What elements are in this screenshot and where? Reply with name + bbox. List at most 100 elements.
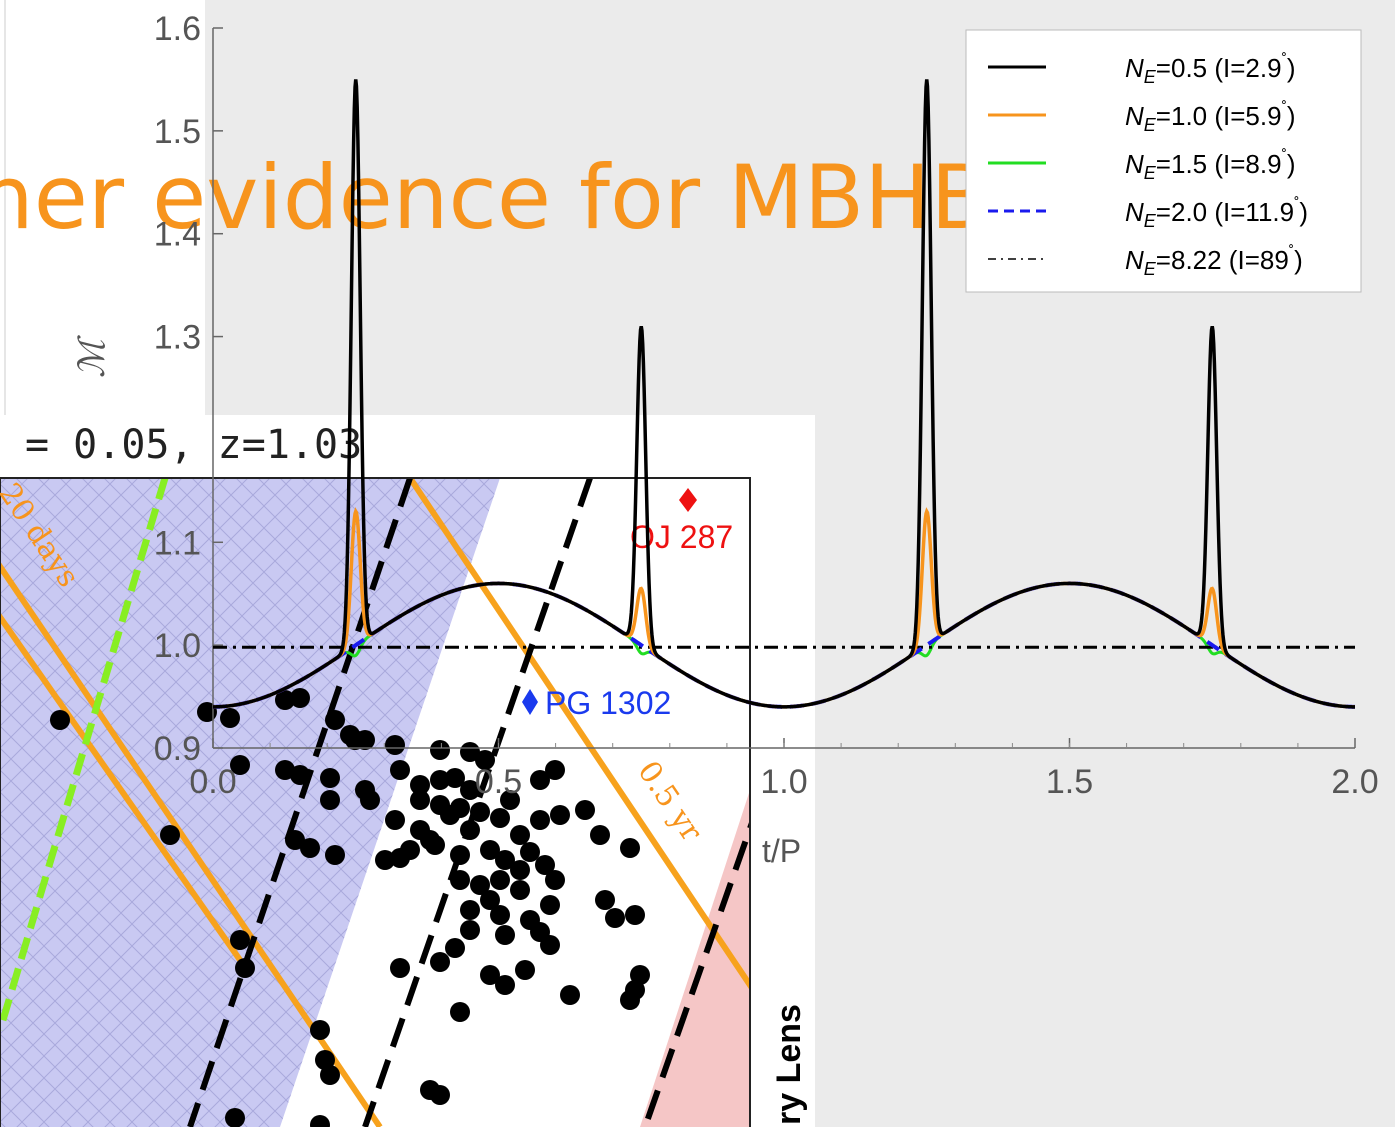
scatter-point bbox=[490, 808, 510, 828]
scatter-point bbox=[490, 905, 510, 925]
scatter-point bbox=[475, 750, 495, 770]
scatter-point bbox=[460, 742, 480, 762]
scatter-point bbox=[160, 825, 180, 845]
scatter-point bbox=[510, 880, 530, 900]
inset-title: = 0.05, z=1.03 bbox=[25, 422, 362, 468]
scatter-point bbox=[460, 820, 480, 840]
scatter-point bbox=[410, 775, 430, 795]
black-dashed-line-1 bbox=[187, 478, 413, 1127]
y-tick-label: 1.6 bbox=[154, 10, 201, 48]
scatter-point bbox=[480, 965, 500, 985]
y-tick-label: 1.3 bbox=[154, 319, 201, 357]
legend-label-3: NE=1.5 (I=8.9˚) bbox=[1125, 148, 1296, 183]
scatter-point bbox=[450, 870, 470, 890]
scatter-point bbox=[545, 870, 565, 890]
y-tick-label: 1.1 bbox=[154, 524, 201, 562]
scatter-point bbox=[290, 688, 310, 708]
x-tick-label: 1.0 bbox=[760, 763, 807, 801]
scatter-point bbox=[450, 1002, 470, 1022]
scatter-point bbox=[495, 975, 515, 995]
scatter-point bbox=[430, 952, 450, 972]
x-tick-label: 2.0 bbox=[1331, 763, 1378, 801]
scatter-point bbox=[490, 870, 510, 890]
scatter-point bbox=[605, 908, 625, 928]
oj287-marker bbox=[679, 488, 697, 512]
scatter-point bbox=[510, 825, 530, 845]
scatter-point bbox=[197, 702, 217, 722]
scatter-point bbox=[480, 840, 500, 860]
slide-title-fragment: her evidence for MBHB bbox=[0, 146, 991, 249]
x-axis-ticks: 0.0 0.5 1.0 1.5 2.0 bbox=[189, 738, 1379, 801]
scatter-point bbox=[220, 708, 240, 728]
scatter-point bbox=[630, 965, 650, 985]
scatter-point bbox=[540, 895, 560, 915]
green-dashed-line bbox=[0, 478, 169, 1032]
legend: NE=0.5 (I=2.9˚) NE=1.0 (I=5.9˚) NE=1.5 (I=… bbox=[965, 29, 1362, 293]
y-tick-label: 1.5 bbox=[154, 113, 201, 151]
hatched-region-pattern bbox=[0, 478, 500, 1127]
scatter-point bbox=[355, 730, 375, 750]
scatter-point bbox=[50, 710, 70, 730]
scatter-point bbox=[320, 790, 340, 810]
scatter-point bbox=[530, 770, 550, 790]
scatter-point bbox=[575, 800, 595, 820]
scatter-point bbox=[400, 840, 420, 860]
y-tick-label: 1.4 bbox=[154, 216, 201, 254]
scatter-point bbox=[275, 690, 295, 710]
x-tick-label: 0.5 bbox=[475, 763, 522, 801]
scatter-point bbox=[620, 838, 640, 858]
scatter-point bbox=[515, 960, 535, 980]
scatter-point bbox=[595, 890, 615, 910]
x-tick-label: 1.5 bbox=[1046, 763, 1093, 801]
scatter-point bbox=[430, 770, 450, 790]
scatter-point bbox=[385, 735, 405, 755]
scatter-point bbox=[480, 890, 500, 910]
scatter-point bbox=[460, 900, 480, 920]
scatter-point bbox=[300, 838, 320, 858]
scatter-point bbox=[375, 850, 395, 870]
x-tick-label: 0.0 bbox=[189, 763, 236, 801]
scatter-point bbox=[530, 810, 550, 830]
scatter-point bbox=[460, 780, 480, 800]
scatter-point bbox=[410, 790, 430, 810]
x-axis-label: t/P bbox=[762, 833, 801, 869]
scatter-point bbox=[230, 755, 250, 775]
legend-label-2: NE=1.0 (I=5.9˚) bbox=[1125, 100, 1296, 135]
inset-plot-frame bbox=[0, 477, 751, 1127]
scatter-point bbox=[450, 845, 470, 865]
orange-diagonal-2 bbox=[407, 478, 750, 991]
scatter-point bbox=[510, 860, 530, 880]
scatter-point bbox=[310, 1115, 330, 1127]
scatter-point bbox=[445, 768, 465, 788]
scatter-point bbox=[470, 802, 490, 822]
legend-label-5: NE=8.22 (I=89˚) bbox=[1125, 244, 1303, 279]
scatter-point bbox=[325, 710, 345, 730]
scatter-point bbox=[495, 925, 515, 945]
scatter-point bbox=[540, 935, 560, 955]
legend-box bbox=[965, 29, 1362, 293]
side-label: ry Lens bbox=[770, 1004, 808, 1125]
scatter-point bbox=[560, 985, 580, 1005]
pg1302-label: PG 1302 bbox=[545, 685, 671, 721]
scatter-point bbox=[325, 845, 345, 865]
scatter-point bbox=[285, 830, 305, 850]
scatter-point bbox=[360, 790, 380, 810]
oj287-label: OJ 287 bbox=[630, 519, 733, 555]
y-tick-label: 0.9 bbox=[154, 730, 201, 768]
scatter-point bbox=[230, 930, 250, 950]
scatter-point bbox=[225, 1108, 245, 1127]
black-dashed-line-3 bbox=[642, 819, 750, 1127]
scatter-points bbox=[50, 688, 650, 1127]
scatter-point bbox=[290, 765, 310, 785]
series-lines bbox=[213, 79, 1355, 709]
scatter-point bbox=[430, 740, 450, 760]
scatter-point bbox=[625, 905, 645, 925]
scatter-point bbox=[390, 760, 410, 780]
inset-scatter-figure: = 0.05, z=1.03 20 days 0.5 yr OJ 287 PG … bbox=[0, 415, 815, 1127]
scatter-point bbox=[620, 990, 640, 1010]
orange-diagonal-1 bbox=[0, 561, 383, 1127]
legend-label-1: NE=0.5 (I=2.9˚) bbox=[1125, 52, 1296, 87]
pg1302-marker bbox=[522, 689, 538, 715]
scatter-point bbox=[470, 875, 490, 895]
